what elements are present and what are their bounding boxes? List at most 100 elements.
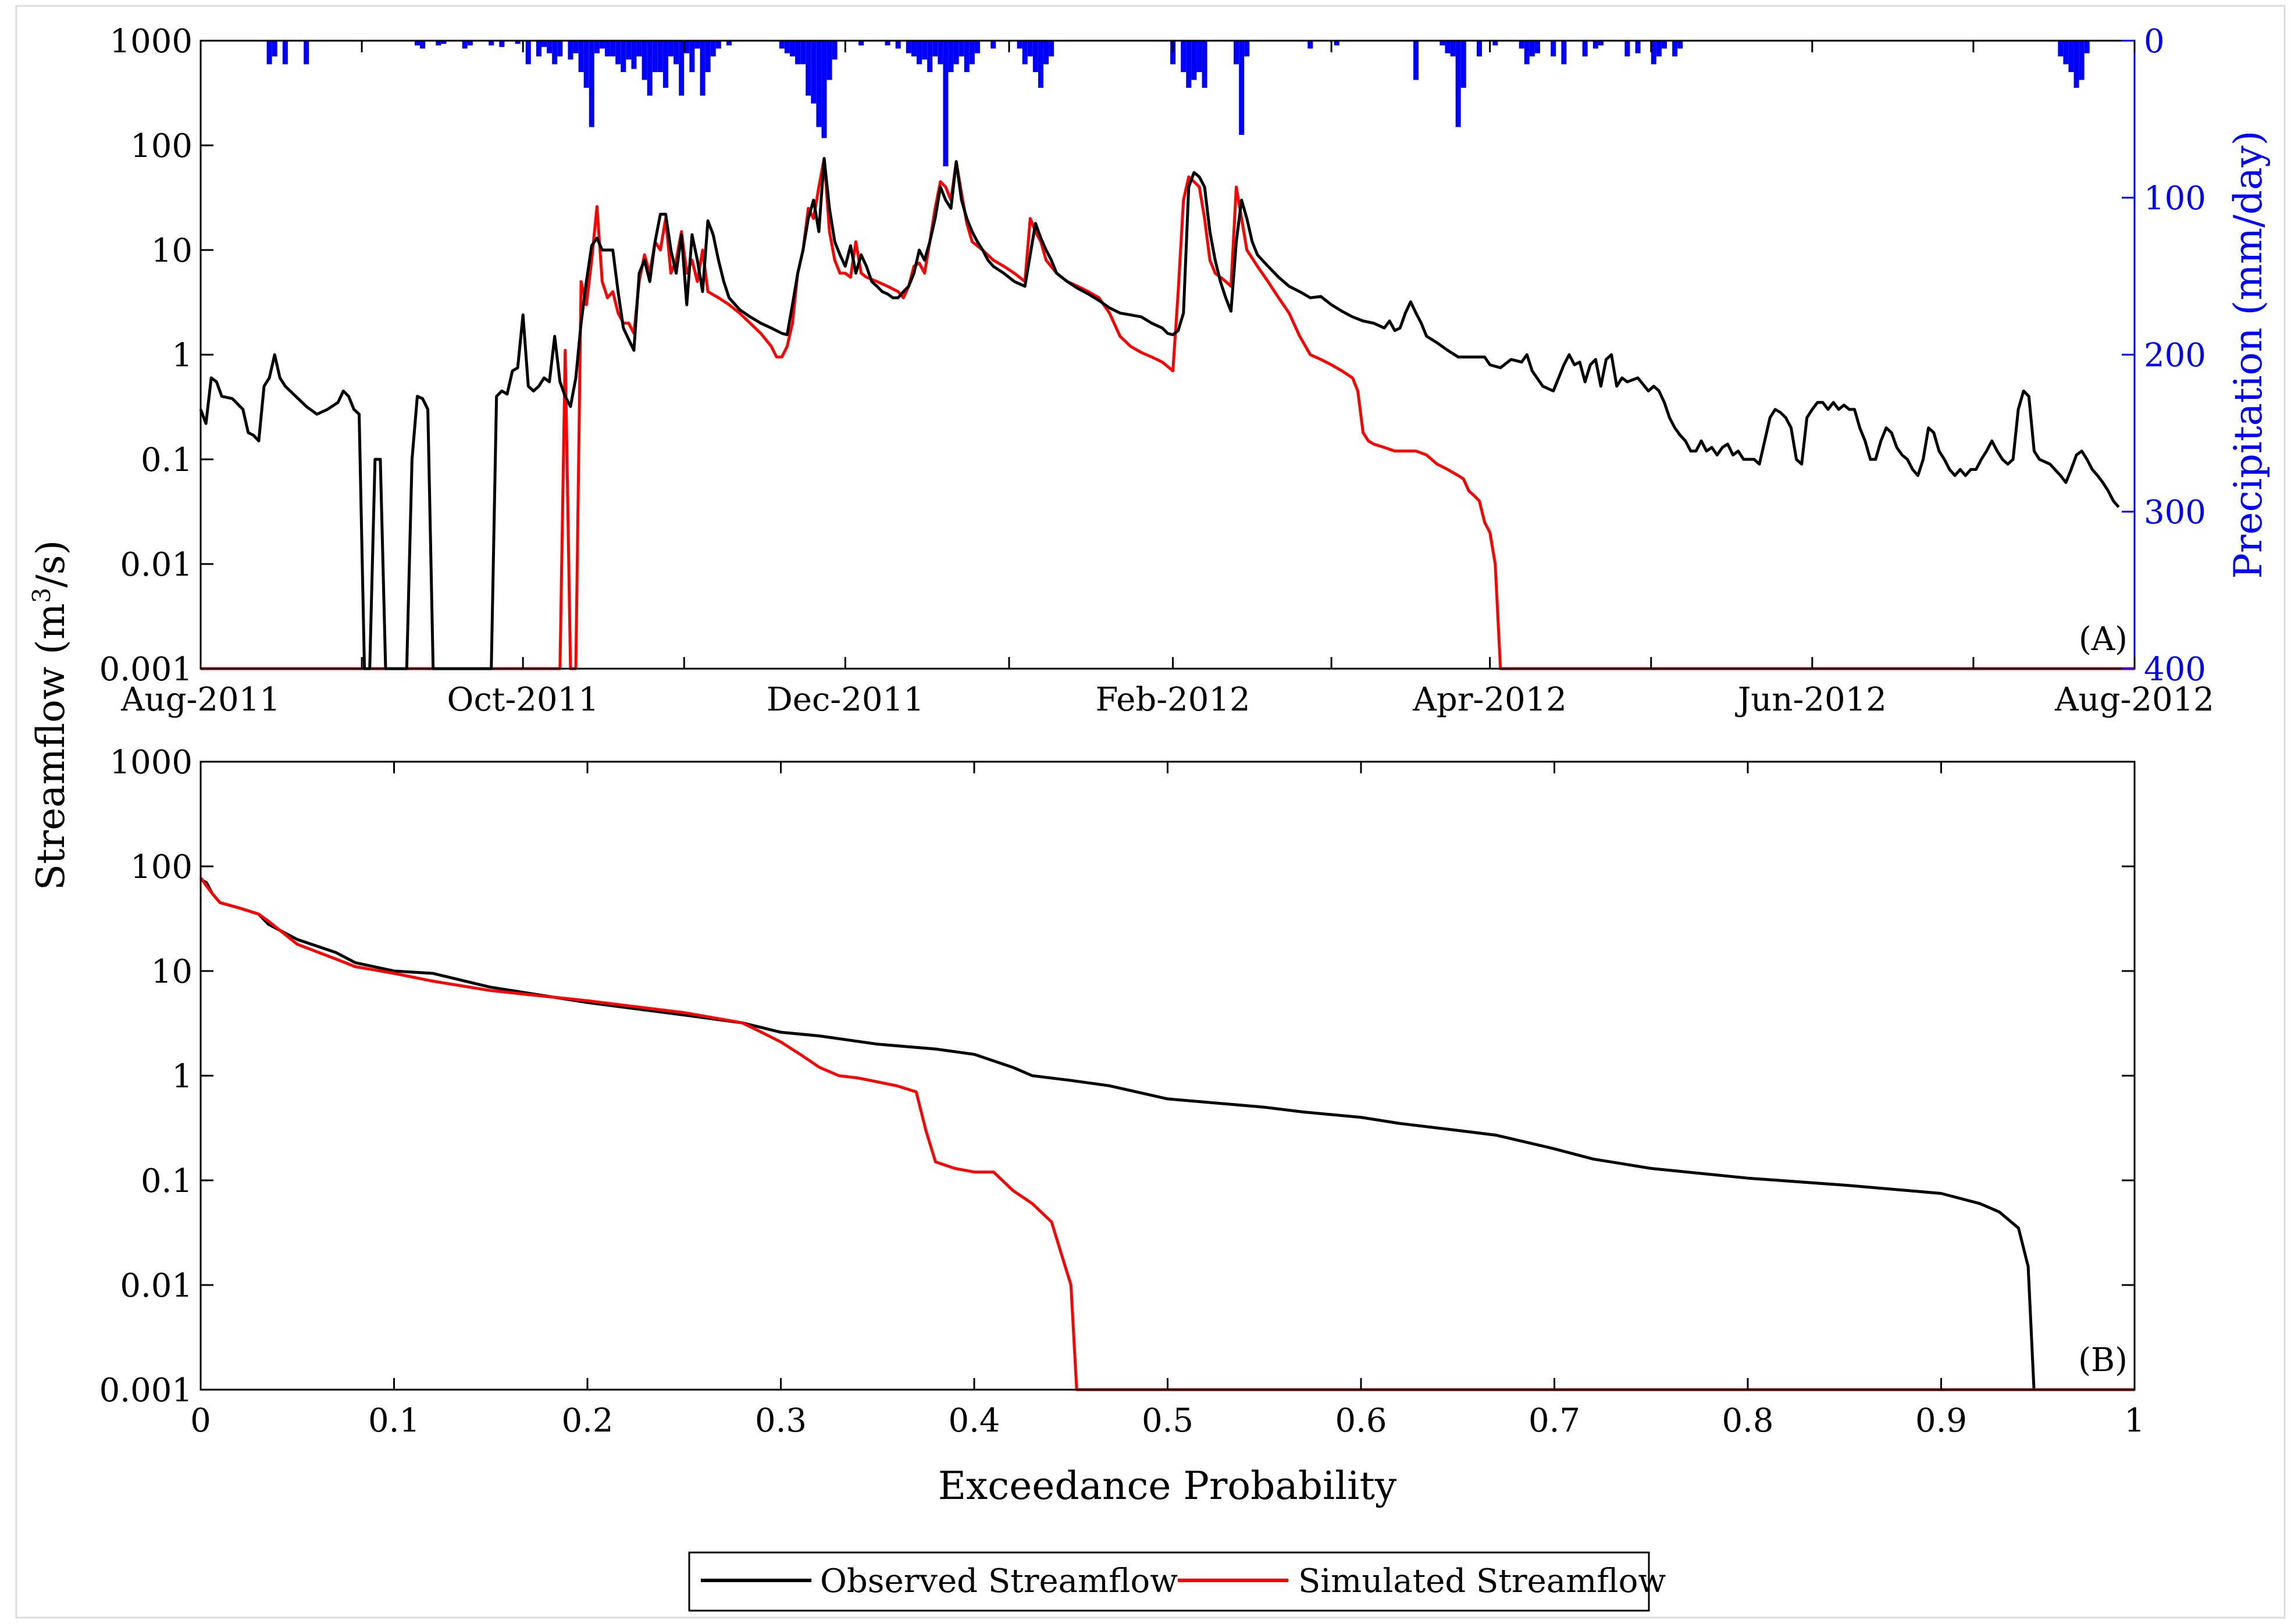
precipitation-bar <box>1445 41 1451 53</box>
y-tick-label-a: 0.001 <box>99 651 193 688</box>
precipitation-bar <box>525 41 531 65</box>
x-tick-label-b: 0.6 <box>1335 1402 1387 1440</box>
precipitation-bar <box>1598 41 1604 46</box>
precipitation-bar <box>1043 41 1049 65</box>
x-tick-label-b: 1 <box>2124 1402 2145 1440</box>
y2-tick-label: 100 <box>2144 180 2206 217</box>
precipitation-bar <box>917 41 922 65</box>
precipitation-bar <box>1455 41 1461 127</box>
precipitation-bar <box>1561 41 1567 65</box>
precipitation-bar <box>1017 41 1022 49</box>
precipitation-bar <box>568 41 573 60</box>
precipitation-bar <box>1524 41 1530 65</box>
precipitation-bar <box>1334 41 1339 46</box>
precipitation-bar <box>615 41 621 65</box>
precipitation-bar <box>779 41 785 49</box>
precipitation-bar <box>943 41 949 166</box>
precipitation-bar <box>895 41 901 49</box>
panel-b-ticks: 0.001 0.01 0.1 1 10 100 1000 0 0.1 0.2 0.3 0.4 0.5 0.… <box>99 744 2145 1440</box>
precipitation-bar <box>1677 41 1683 49</box>
x-tick-label-b: 0.8 <box>1722 1402 1773 1440</box>
panel-a-series <box>199 157 2135 670</box>
precipitation-bar <box>1476 41 1482 56</box>
precipitation-bar <box>1551 41 1556 56</box>
precipitation-bar <box>441 41 447 44</box>
y-axis-title-unit: /s) <box>28 540 73 588</box>
precipitation-bar <box>605 41 611 56</box>
precipitation-bar <box>885 41 890 46</box>
x-tick-label-a: Dec-2011 <box>767 681 924 719</box>
precipitation-bar <box>795 41 801 65</box>
precipitation-bar <box>282 41 288 65</box>
precipitation-bar <box>1038 41 1043 88</box>
precipitation-bar <box>1582 41 1588 56</box>
x-axis-title-b: Exceedance Probability <box>938 1464 1397 1508</box>
precipitation-bar <box>726 41 732 46</box>
x-tick-label-a: Oct-2011 <box>447 681 599 719</box>
precipitation-bar <box>990 41 996 49</box>
legend-simulated-label: Simulated Streamflow <box>1298 1562 1666 1600</box>
precipitation-bar <box>515 41 521 44</box>
x-tick-label-b: 0.2 <box>561 1402 613 1440</box>
precipitation-bar <box>932 41 938 56</box>
precipitation-bar <box>2058 41 2064 56</box>
y-axis-title-sup: 3 <box>27 588 56 604</box>
precipitation-bar <box>800 41 806 65</box>
precipitation-bar <box>631 41 637 69</box>
x-tick-label-b: 0.1 <box>368 1402 420 1440</box>
precipitation-bar <box>552 41 558 65</box>
y-tick-label-b: 0.001 <box>99 1372 193 1409</box>
precipitation-bar <box>668 41 674 56</box>
precipitation-bar <box>594 41 600 53</box>
precipitation-bar <box>1191 41 1197 80</box>
precipitation-bar <box>272 41 277 56</box>
precipitation-bars <box>266 41 2090 166</box>
x-tick-label-b: 0 <box>190 1402 211 1440</box>
precipitation-bar <box>414 41 420 46</box>
legend: Observed Streamflow Simulated Streamflow <box>688 1551 1666 1612</box>
precipitation-bar <box>969 41 975 65</box>
precipitation-bar <box>959 41 964 56</box>
y2-tick-label: 400 <box>2144 651 2206 688</box>
precipitation-bar <box>1624 41 1630 56</box>
precipitation-bar <box>610 41 616 56</box>
precipitation-bar <box>1022 41 1028 65</box>
precipitation-bar <box>647 41 653 96</box>
x-tick-label-b: 0.3 <box>755 1402 807 1440</box>
precipitation-bar <box>694 41 700 49</box>
simulated-streamflow-line-b <box>199 876 2135 1391</box>
y-axis-title: Streamflow (m3/s) <box>27 540 73 890</box>
precipitation-bar <box>1492 41 1498 46</box>
precipitation-bar <box>636 41 642 56</box>
precipitation-bar <box>420 41 426 49</box>
precipitation-bar <box>1656 41 1662 56</box>
y-tick-label-a: 0.01 <box>120 546 193 584</box>
precipitation-bar <box>1592 41 1598 49</box>
precipitation-bar <box>1519 41 1524 49</box>
precipitation-bar <box>948 41 954 72</box>
y-tick-label-b: 10 <box>151 953 193 991</box>
precipitation-bar <box>816 41 822 127</box>
precipitation-bar <box>1413 41 1419 80</box>
precipitation-bar <box>599 41 605 49</box>
precipitation-bar <box>821 41 827 138</box>
precipitation-bar <box>710 41 716 56</box>
y-tick-label-a: 10 <box>151 232 193 270</box>
precipitation-bar <box>974 41 980 53</box>
x-tick-label-a: Jun-2012 <box>1735 681 1887 719</box>
observed-streamflow-line-a <box>199 157 2120 670</box>
y-tick-label-a: 1 <box>172 337 193 374</box>
precipitation-bar <box>541 41 547 47</box>
y-tick-label-b: 100 <box>130 848 193 886</box>
precipitation-bar <box>1635 41 1641 53</box>
precipitation-bar <box>1534 41 1540 53</box>
precipitation-bar <box>1049 41 1054 56</box>
precipitation-bar <box>784 41 790 53</box>
precipitation-bar <box>832 41 838 60</box>
precipitation-bar <box>684 41 690 53</box>
y2-tick-label: 0 <box>2144 23 2165 60</box>
precipitation-bar <box>789 41 795 56</box>
observed-streamflow-line-b <box>199 878 2135 1391</box>
precipitation-bar <box>266 41 272 65</box>
